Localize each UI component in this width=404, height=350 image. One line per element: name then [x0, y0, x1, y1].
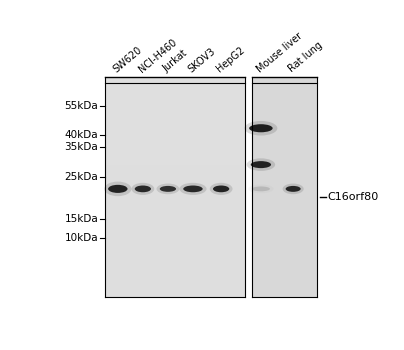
Ellipse shape	[244, 121, 277, 135]
Bar	[105, 121, 245, 143]
Ellipse shape	[183, 186, 203, 192]
Bar	[105, 231, 245, 253]
Bar	[105, 187, 245, 209]
Ellipse shape	[108, 185, 128, 193]
Text: NCI-H460: NCI-H460	[137, 37, 178, 74]
Text: 55kDa: 55kDa	[64, 100, 98, 111]
Bar	[105, 143, 245, 165]
Text: 10kDa: 10kDa	[65, 233, 98, 244]
Ellipse shape	[249, 124, 273, 132]
Text: C16orf80: C16orf80	[328, 192, 379, 202]
Text: HepG2: HepG2	[215, 45, 247, 74]
Bar	[105, 165, 245, 187]
Bar	[252, 77, 317, 297]
Bar	[105, 209, 245, 231]
Text: 15kDa: 15kDa	[64, 214, 98, 224]
Text: 40kDa: 40kDa	[65, 130, 98, 140]
Ellipse shape	[156, 183, 179, 194]
Ellipse shape	[104, 182, 131, 196]
Ellipse shape	[160, 186, 176, 192]
Bar	[105, 253, 245, 275]
Ellipse shape	[286, 186, 301, 192]
Bar	[105, 99, 245, 121]
Ellipse shape	[179, 183, 206, 195]
Text: Mouse liver: Mouse liver	[255, 30, 304, 74]
Text: 35kDa: 35kDa	[64, 142, 98, 152]
Text: SW620: SW620	[112, 45, 144, 74]
Bar	[105, 275, 245, 297]
Ellipse shape	[248, 184, 274, 193]
Bar	[105, 77, 245, 297]
Bar	[105, 77, 245, 99]
Ellipse shape	[131, 183, 154, 195]
Text: Rat lung: Rat lung	[287, 40, 324, 74]
Ellipse shape	[247, 158, 275, 171]
Text: SKOV3: SKOV3	[187, 46, 218, 74]
Text: 25kDa: 25kDa	[64, 172, 98, 182]
Text: Jurkat: Jurkat	[162, 48, 190, 74]
Ellipse shape	[251, 161, 271, 168]
Ellipse shape	[213, 186, 229, 192]
Ellipse shape	[135, 186, 151, 192]
Ellipse shape	[252, 187, 270, 191]
Ellipse shape	[210, 183, 233, 195]
Ellipse shape	[283, 183, 304, 194]
